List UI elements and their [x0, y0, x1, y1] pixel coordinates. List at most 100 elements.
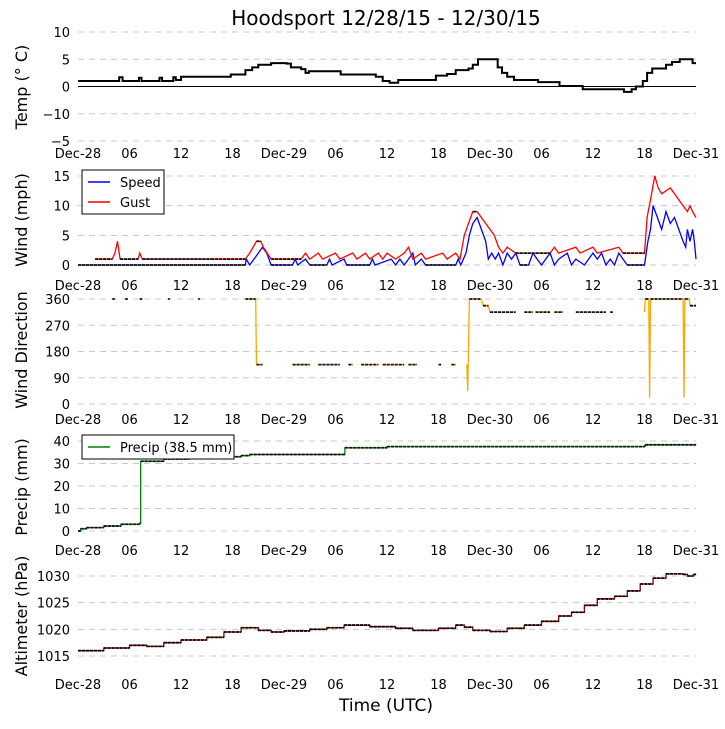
- x-tick-label: Dec-29: [261, 678, 307, 693]
- x-tick-label: 12: [379, 678, 396, 693]
- x-tick-label: Dec-29: [261, 413, 307, 428]
- x-tick-label: 06: [327, 544, 344, 559]
- x-tick-label: 12: [379, 413, 396, 428]
- panel-precip: 40 30 20 10 0 Dec-28 06 12 18 Dec-29 06 12 18 Dec-30 0…: [12, 434, 719, 559]
- x-tick-label: 18: [224, 279, 241, 294]
- x-tick-label: 18: [636, 147, 653, 162]
- y-tick-label: 5: [62, 53, 70, 68]
- legend-label: Precip (38.5 mm): [120, 441, 232, 456]
- legend-box: [81, 169, 165, 215]
- x-tick-label: 12: [173, 413, 190, 428]
- x-tick-label: Dec-31: [673, 413, 719, 428]
- y-tick-label: 10: [53, 503, 70, 518]
- y-tick-label: 15: [53, 170, 70, 185]
- x-tick-label: 12: [585, 279, 602, 294]
- x-tick-label: 06: [121, 544, 138, 559]
- x-tick-label: Dec-28: [55, 279, 101, 294]
- x-tick-label: Dec-29: [261, 544, 307, 559]
- x-tick-label: 06: [327, 678, 344, 693]
- x-tick-label: 06: [121, 279, 138, 294]
- x-tick-label: 12: [585, 413, 602, 428]
- x-tick-label: 18: [430, 544, 447, 559]
- y-tick-label: 1025: [37, 597, 70, 612]
- x-tick-label: Dec-28: [55, 147, 101, 162]
- x-tick-label: 06: [327, 413, 344, 428]
- x-tick-label: 06: [533, 279, 550, 294]
- x-tick-label: 18: [430, 147, 447, 162]
- x-tick-label: Dec-30: [467, 147, 513, 162]
- y-tick-label: −10: [43, 108, 70, 123]
- x-tick-label: Dec-30: [467, 279, 513, 294]
- x-tick-label: 06: [121, 678, 138, 693]
- x-tick-label: 18: [636, 678, 653, 693]
- x-tick-label: 06: [121, 147, 138, 162]
- series-line-speed: [78, 205, 697, 267]
- x-tick-label: Dec-28: [55, 413, 101, 428]
- x-tick-label: Dec-30: [467, 678, 513, 693]
- x-tick-label: 06: [121, 413, 138, 428]
- y-axis-label: Wind (mph): [12, 173, 31, 267]
- panel-wind: 15 10 5 0 Dec-28 06 12 18 Dec-29 06 12 18 Dec-30 06 12…: [12, 169, 719, 294]
- y-tick-label: 1030: [37, 570, 70, 585]
- x-tick-label: 06: [533, 413, 550, 428]
- x-tick-label: 12: [379, 544, 396, 559]
- y-axis-label: Temp (° C): [12, 45, 31, 130]
- y-tick-label: −5: [51, 135, 70, 150]
- x-tick-label: 06: [327, 147, 344, 162]
- legend-label: Speed: [120, 176, 161, 191]
- x-tick-label: Dec-28: [55, 678, 101, 693]
- x-tick-label: 12: [585, 678, 602, 693]
- x-tick-label: 18: [636, 544, 653, 559]
- series-line-direction: [643, 298, 696, 398]
- x-tick-label: 06: [327, 279, 344, 294]
- x-tick-label: Dec-28: [55, 544, 101, 559]
- legend-label: Gust: [120, 196, 150, 211]
- x-tick-label: 18: [636, 413, 653, 428]
- x-tick-label: Dec-31: [673, 279, 719, 294]
- y-tick-label: 10: [53, 26, 70, 41]
- y-tick-label: 40: [53, 435, 70, 450]
- x-tick-label: 06: [533, 544, 550, 559]
- y-tick-label: 1015: [37, 650, 70, 665]
- y-tick-label: 360: [45, 293, 70, 308]
- y-tick-label: 5: [62, 229, 70, 244]
- y-axis-label: Wind Direction: [12, 291, 31, 409]
- x-tick-label: 12: [173, 279, 190, 294]
- y-tick-label: 0: [62, 525, 70, 540]
- series-line-altimeter: [78, 573, 696, 652]
- x-tick-label: 12: [173, 678, 190, 693]
- x-tick-label: Dec-29: [261, 279, 307, 294]
- series-line-temp: [78, 58, 696, 93]
- x-tick-label: Dec-29: [261, 147, 307, 162]
- x-tick-label: 06: [533, 678, 550, 693]
- x-tick-label: 18: [636, 279, 653, 294]
- x-tick-label: 18: [224, 413, 241, 428]
- x-tick-label: 18: [224, 544, 241, 559]
- y-tick-label: 180: [45, 346, 70, 361]
- x-tick-label: 12: [585, 544, 602, 559]
- y-tick-label: 1020: [37, 623, 70, 638]
- series-marker-line: [78, 58, 696, 93]
- x-tick-label: 18: [224, 678, 241, 693]
- x-tick-label: Dec-31: [673, 147, 719, 162]
- y-tick-label: 0: [62, 81, 70, 96]
- x-tick-label: 18: [430, 413, 447, 428]
- y-tick-label: 20: [53, 480, 70, 495]
- x-tick-label: 12: [173, 544, 190, 559]
- x-tick-label: 18: [430, 678, 447, 693]
- x-tick-label: 12: [173, 147, 190, 162]
- x-tick-label: Dec-30: [467, 413, 513, 428]
- x-tick-label: Dec-31: [673, 678, 719, 693]
- y-tick-label: 10: [53, 200, 70, 215]
- x-tick-label: 12: [379, 279, 396, 294]
- y-tick-label: 0: [62, 398, 70, 413]
- series-line-direction: [245, 298, 263, 366]
- y-axis-label: Precip (mm): [12, 438, 31, 536]
- x-tick-label: 12: [585, 147, 602, 162]
- x-tick-label: 06: [533, 147, 550, 162]
- x-tick-label: Dec-30: [467, 544, 513, 559]
- panel-altimeter: 1030 1025 1020 1015 Dec-28 06 12 18 Dec-29 06 12 18…: [12, 556, 719, 693]
